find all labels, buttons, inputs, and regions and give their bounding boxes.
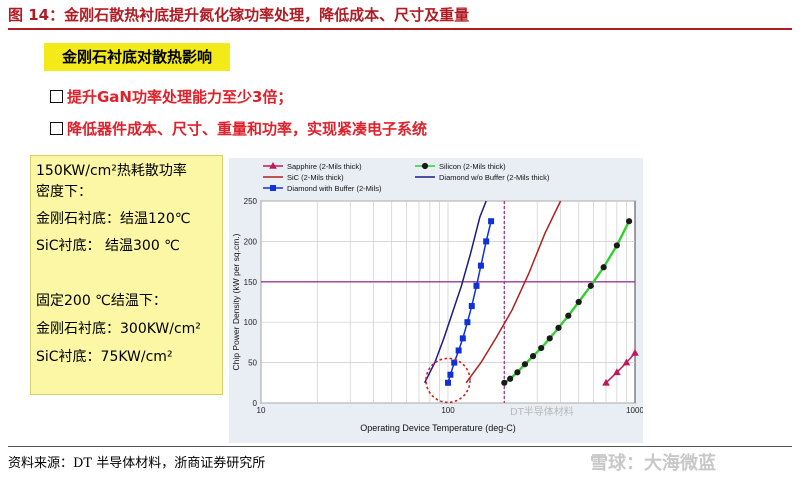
circle-marker xyxy=(587,282,594,289)
square-marker xyxy=(483,238,490,245)
watermark-small: DT半导体材料 xyxy=(510,407,574,418)
footer-divider xyxy=(8,446,792,447)
annotation-layer xyxy=(425,357,471,404)
circle-marker xyxy=(546,335,553,342)
series-line-0 xyxy=(605,352,636,384)
series-line-3 xyxy=(423,200,487,384)
square-marker xyxy=(459,335,466,342)
y-tick-label: 250 xyxy=(244,197,258,206)
power-density-chart: 0 50 100 150 200 250 10 100 1000 Operating Device… xyxy=(231,162,643,433)
y-tick-label: 150 xyxy=(244,278,258,287)
triangle-marker xyxy=(613,368,621,376)
summary-line-4: SiC衬底： 结温300 ℃ xyxy=(36,238,180,254)
square-marker xyxy=(464,319,471,326)
grid-layer xyxy=(260,200,636,404)
circle-marker xyxy=(421,162,429,170)
legend-layer: Sapphire (2-Mils thick) Silicon (2-Mils t… xyxy=(263,162,550,193)
circle-marker xyxy=(626,218,633,225)
y-tick-label: 0 xyxy=(253,399,258,408)
summary-box xyxy=(30,155,223,395)
figure-title: 图 14：金刚石散热衬底提升氮化镓功率处理，降低成本、尺寸及重量 xyxy=(8,6,470,24)
legend-label-1: Silicon (2-Mils thick) xyxy=(439,162,506,171)
square-marker xyxy=(451,359,458,366)
square-marker xyxy=(447,371,454,378)
series-layer xyxy=(423,200,639,386)
summary-line-7: SiC衬底：75KW/cm² xyxy=(36,349,173,365)
circle-marker xyxy=(507,375,514,382)
circle-marker xyxy=(555,324,562,331)
checkbox-square-icon xyxy=(50,122,63,135)
summary-line-2: 密度下： xyxy=(36,184,92,200)
watermark: 雪球：大海微蓝 xyxy=(590,453,716,474)
square-marker xyxy=(270,185,276,191)
legend-label-3: Diamond w/o Buffer (2-Mils thick) xyxy=(439,173,550,182)
legend-label-0: Sapphire (2-Mils thick) xyxy=(287,162,362,171)
circle-marker xyxy=(575,298,582,306)
bullet-item-2: 降低器件成本、尺寸、重量和功率，实现紧凑电子系统 xyxy=(50,118,427,139)
triangle-marker xyxy=(269,162,277,169)
square-marker xyxy=(455,347,462,354)
summary-line-5: 固定200 ℃结温下： xyxy=(36,293,167,309)
y-tick-label: 100 xyxy=(244,318,258,327)
summary-line-1: 150KW/cm²热耗散功率 xyxy=(36,163,187,179)
circle-marker xyxy=(501,379,508,386)
circle-marker xyxy=(565,312,572,319)
x-tick-label: 100 xyxy=(441,406,455,415)
square-marker xyxy=(445,379,451,386)
y-axis-label: Chip Power Density (kW per sq.cm.) xyxy=(231,233,241,370)
bullet-item-1: 提升GaN功率处理能力至少3倍； xyxy=(50,86,292,107)
x-axis-label: Operating Device Temperature (deg-C) xyxy=(360,423,515,433)
circle-marker xyxy=(529,353,537,360)
checkbox-square-icon xyxy=(50,90,63,103)
axis-layer: 0 50 100 150 200 250 10 100 1000 Operating Device… xyxy=(231,197,643,433)
summary-line-3: 金刚石衬底：结温120℃ xyxy=(36,211,191,227)
square-marker xyxy=(488,218,495,225)
y-tick-label: 200 xyxy=(244,237,258,246)
reference-lines xyxy=(261,201,635,403)
source-note: 资料来源：DT 半导体材料，浙商证券研究所 xyxy=(8,456,266,471)
x-tick-label: 1000 xyxy=(626,406,643,415)
legend-label-2: SiC (2-Mils thick) xyxy=(287,173,344,182)
bullet-text-2: 降低器件成本、尺寸、重量和功率，实现紧凑电子系统 xyxy=(67,120,428,138)
circle-marker xyxy=(613,242,620,249)
legend-label-4: Diamond with Buffer (2-Mils) xyxy=(287,184,382,193)
bullet-text-1: 提升GaN功率处理能力至少3倍； xyxy=(67,88,293,106)
triangle-marker xyxy=(622,358,631,366)
circle-marker xyxy=(521,361,529,368)
circle-marker xyxy=(514,369,521,376)
slide-subtitle: 金刚石衬底对散热影响 xyxy=(44,43,230,71)
circle-marker xyxy=(538,344,545,352)
x-tick-label: 10 xyxy=(257,406,266,415)
y-tick-label: 50 xyxy=(248,359,257,368)
summary-line-6: 金刚石衬底：300KW/cm² xyxy=(36,321,201,337)
series-line-2 xyxy=(465,200,562,384)
square-marker xyxy=(477,262,484,269)
square-marker xyxy=(468,303,475,310)
title-divider xyxy=(8,28,792,30)
circle-marker xyxy=(600,264,607,271)
triangle-marker xyxy=(602,378,610,386)
square-marker xyxy=(473,282,480,289)
triangle-marker xyxy=(631,348,639,356)
dashed-circle-annotation xyxy=(425,357,471,404)
